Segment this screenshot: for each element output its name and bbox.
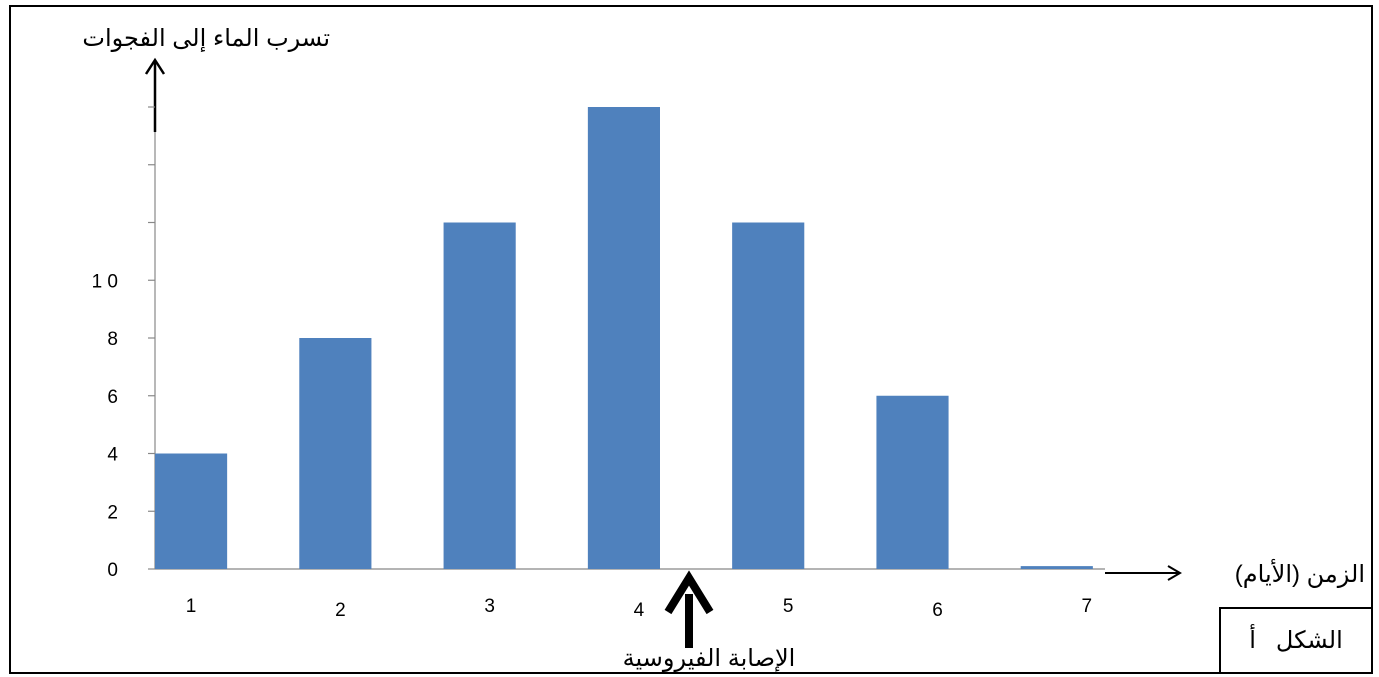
y-tick-label: 1 0 — [92, 271, 118, 292]
bar-5 — [732, 222, 805, 569]
x-axis-arrow-head — [1167, 565, 1182, 581]
bars — [155, 107, 1093, 569]
outer-frame — [9, 5, 1373, 674]
figure-label-box — [1219, 607, 1373, 674]
bar-3 — [443, 222, 516, 569]
x-tick-labels: 1 2 3 4 5 6 7 — [186, 596, 1092, 621]
y-tick-label: 6 — [107, 387, 118, 408]
bar-1 — [155, 453, 228, 569]
y-axis-label: تسرب الماء إلى الفجوات — [82, 25, 330, 53]
x-tick-label: 5 — [783, 596, 794, 617]
bar-4 — [587, 107, 660, 569]
y-tick-label: 8 — [107, 329, 118, 350]
x-tick-label: 3 — [484, 596, 495, 617]
y-tick-label: 0 — [107, 560, 118, 581]
x-tick-label: 7 — [1081, 596, 1092, 617]
y-tick-label: 2 — [107, 502, 118, 523]
infection-annotation: الإصابة الفيروسية — [623, 645, 796, 672]
y-tick-label: 4 — [107, 445, 118, 466]
bar-6 — [876, 395, 949, 569]
x-tick-label: 2 — [335, 600, 346, 621]
x-tick-label: 6 — [932, 600, 943, 621]
bar-2 — [299, 338, 372, 569]
infection-arrow-head — [664, 570, 714, 615]
bar-7 — [1020, 566, 1093, 569]
x-tick-label: 4 — [634, 600, 645, 621]
y-axis-arrow-head — [144, 57, 166, 75]
x-axis-label: الزمن (الأيام) — [1235, 559, 1365, 588]
y-ticks: 0 2 4 6 8 1 0 — [92, 106, 155, 581]
x-tick-label: 1 — [186, 596, 197, 617]
figure-label: الشكل أ — [1249, 624, 1343, 654]
